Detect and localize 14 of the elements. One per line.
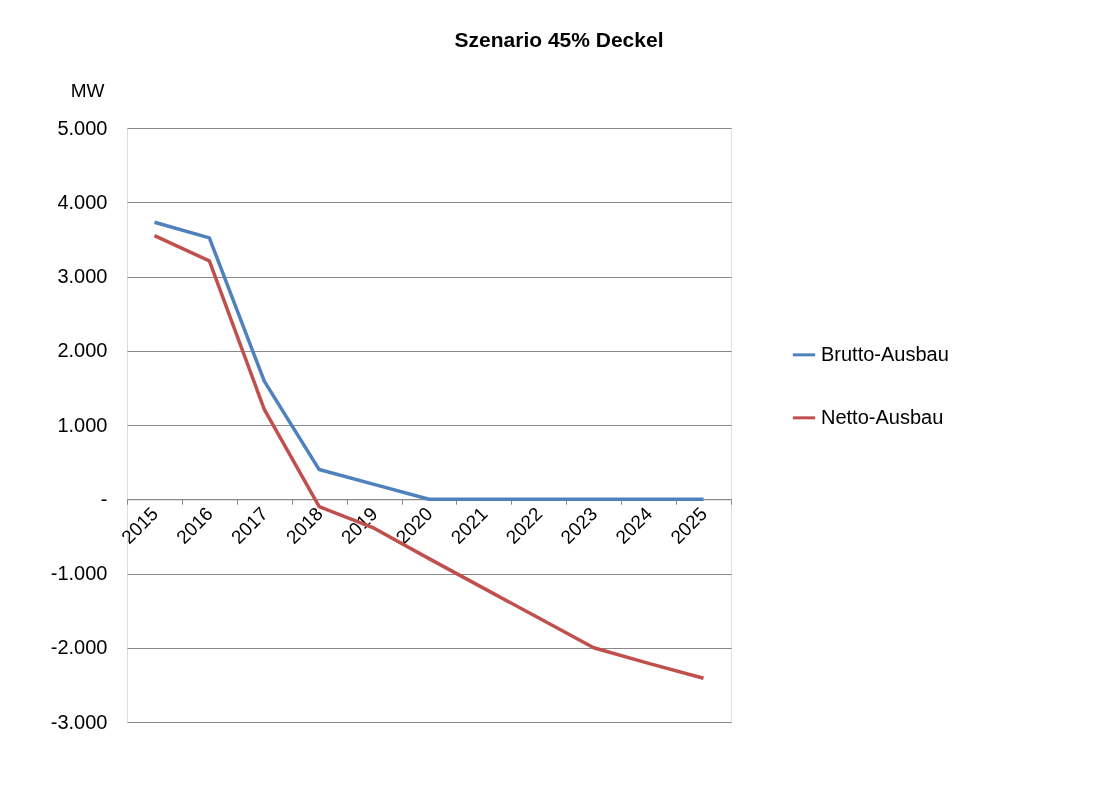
y-tick-label: 3.000 (57, 265, 108, 287)
y-tick-label: 5.000 (57, 116, 108, 139)
y-tick-label: 2.000 (57, 339, 108, 362)
y-tick-label: - (100, 487, 108, 510)
y-tick-label: -1.000 (50, 562, 108, 584)
y-tick-label: 4.000 (57, 190, 108, 213)
y-tick-label: -2.000 (50, 636, 108, 659)
legend-label: Brutto-Ausbau (821, 342, 949, 365)
legend-label: Netto-Ausbau (821, 405, 944, 428)
y-tick-label: 1.000 (57, 413, 108, 436)
y-axis-title: MW (70, 79, 105, 101)
line-series (152, 220, 706, 501)
y-tick-label: -3.000 (50, 710, 108, 733)
chart-title: Szenario 45% Deckel (454, 28, 664, 51)
